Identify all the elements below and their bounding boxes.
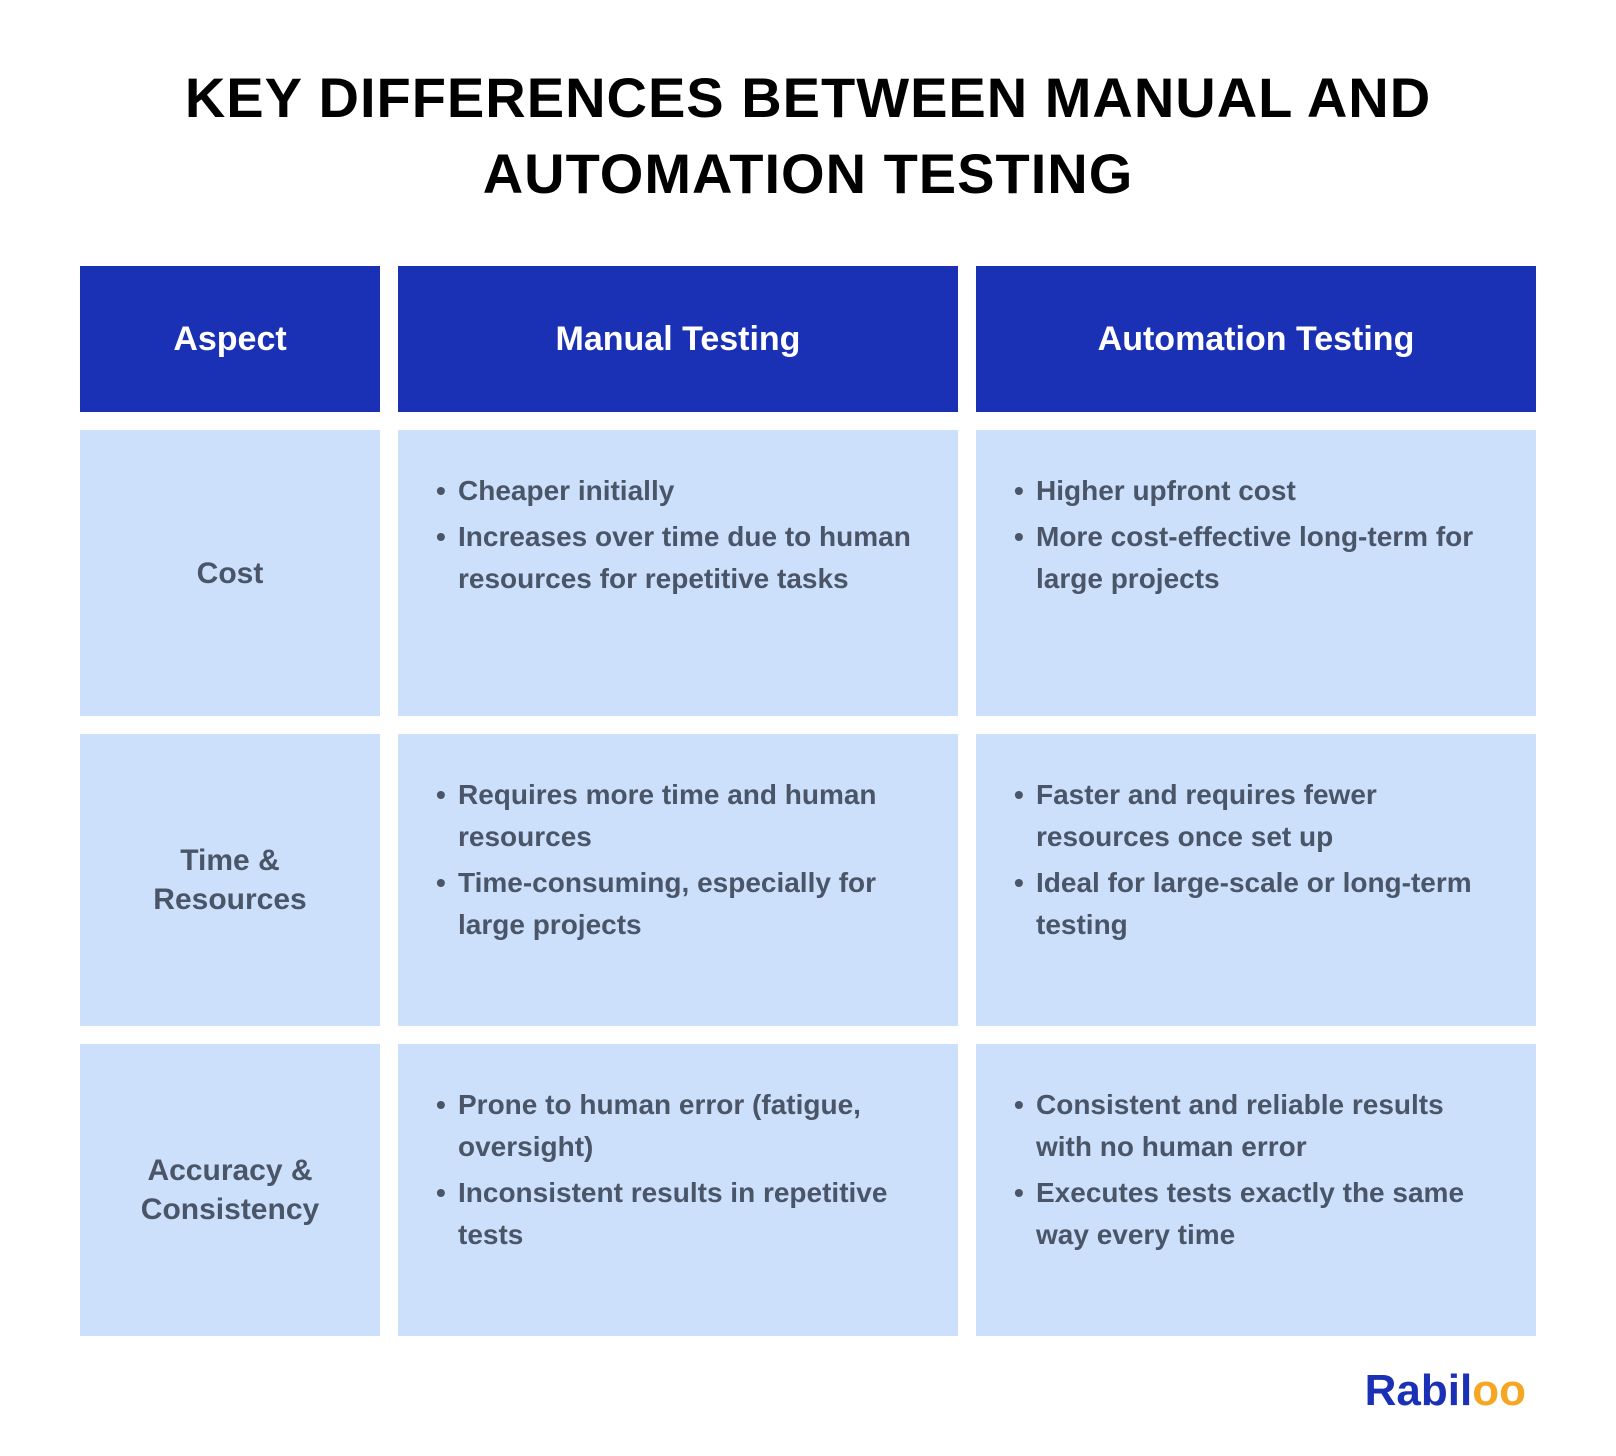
list-item: Faster and requires fewer resources once… xyxy=(1006,774,1506,858)
column-header-manual: Manual Testing xyxy=(398,266,958,412)
cell-time-manual: Requires more time and human resources T… xyxy=(398,734,958,1026)
aspect-label-cost: Cost xyxy=(80,430,380,716)
list-item: Requires more time and human resources xyxy=(428,774,928,858)
list-item: Ideal for large-scale or long-term testi… xyxy=(1006,862,1506,946)
list-item: Prone to human error (fatigue, oversight… xyxy=(428,1084,928,1168)
list-item: Inconsistent results in repetitive tests xyxy=(428,1172,928,1256)
comparison-table: Aspect Manual Testing Automation Testing… xyxy=(80,266,1536,1336)
brand-logo: Rabiloo xyxy=(80,1366,1536,1416)
cell-accuracy-manual: Prone to human error (fatigue, oversight… xyxy=(398,1044,958,1336)
cell-cost-manual: Cheaper initially Increases over time du… xyxy=(398,430,958,716)
list-item: Increases over time due to human resourc… xyxy=(428,516,928,600)
cell-time-automation: Faster and requires fewer resources once… xyxy=(976,734,1536,1026)
list-item: Consistent and reliable results with no … xyxy=(1006,1084,1506,1168)
page-title: KEY DIFFERENCES BETWEEN MANUAL AND AUTOM… xyxy=(80,60,1536,211)
logo-text-accent: oo xyxy=(1472,1366,1526,1415)
logo-text-primary: Rabil xyxy=(1365,1366,1473,1415)
aspect-label-accuracy: Accuracy & Consistency xyxy=(80,1044,380,1336)
column-header-automation: Automation Testing xyxy=(976,266,1536,412)
column-header-aspect: Aspect xyxy=(80,266,380,412)
list-item: More cost-effective long-term for large … xyxy=(1006,516,1506,600)
list-item: Executes tests exactly the same way ever… xyxy=(1006,1172,1506,1256)
aspect-label-time: Time & Resources xyxy=(80,734,380,1026)
list-item: Higher upfront cost xyxy=(1006,470,1506,512)
cell-cost-automation: Higher upfront cost More cost-effective … xyxy=(976,430,1536,716)
list-item: Time-consuming, especially for large pro… xyxy=(428,862,928,946)
cell-accuracy-automation: Consistent and reliable results with no … xyxy=(976,1044,1536,1336)
list-item: Cheaper initially xyxy=(428,470,928,512)
